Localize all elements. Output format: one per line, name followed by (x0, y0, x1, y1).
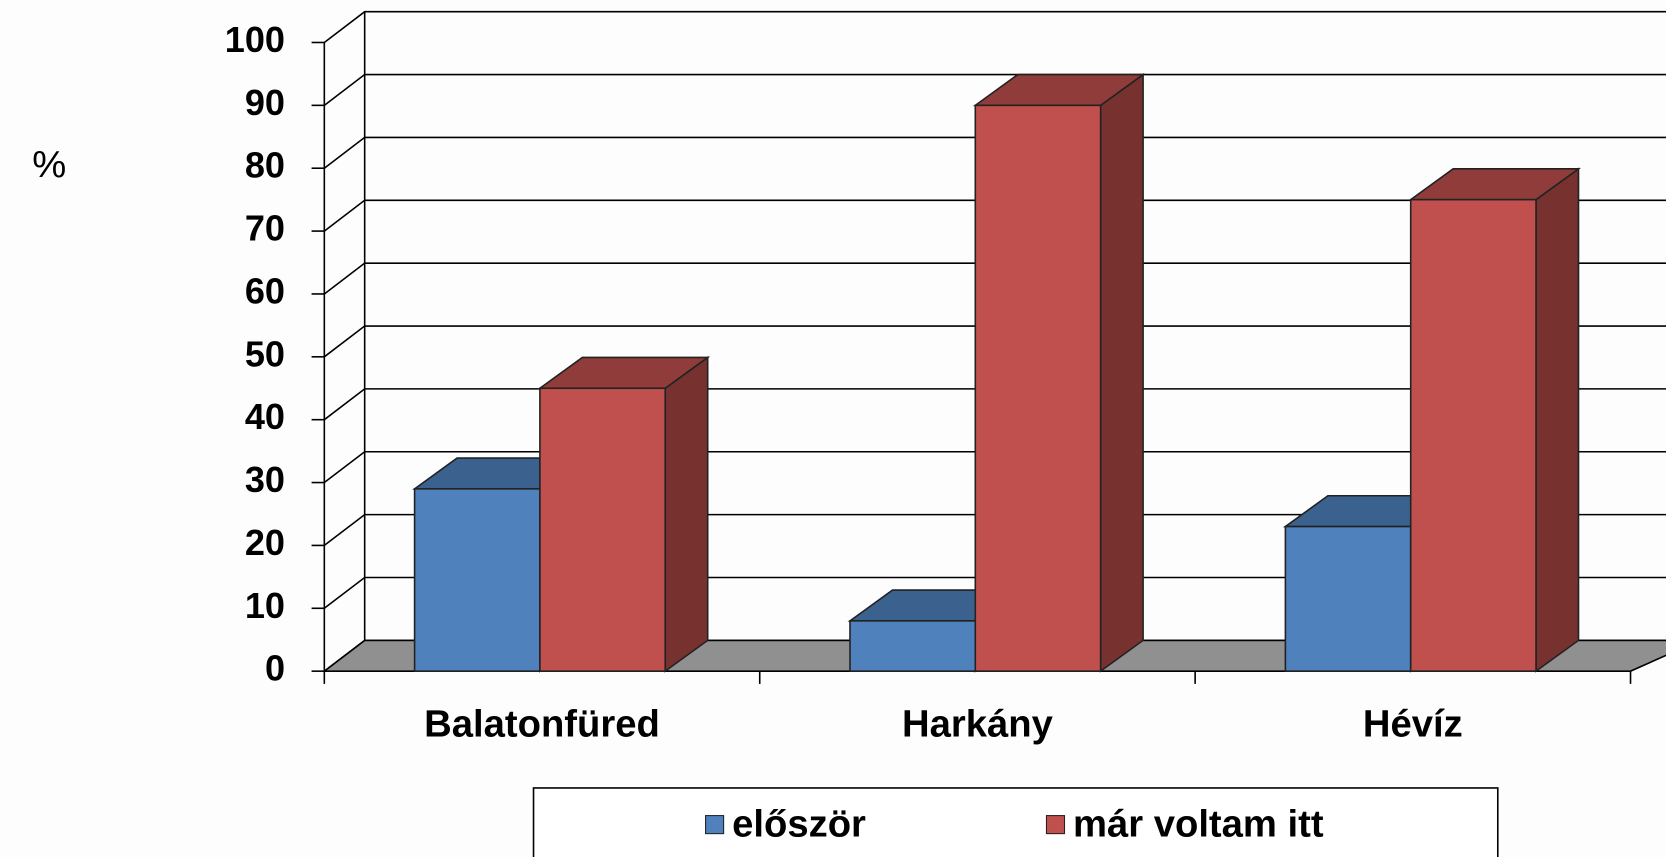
y-tick-label: 10 (245, 585, 285, 626)
grid-line (323, 576, 1666, 609)
y-tick-label: 60 (245, 270, 285, 311)
grid-line (323, 513, 1666, 547)
grid-line (323, 639, 1666, 672)
y-tick-label: 40 (245, 396, 285, 437)
y-axis-label: % (32, 143, 66, 186)
y-tick-label: 100 (225, 19, 285, 60)
legend-swatch (1045, 815, 1066, 835)
bar-side (664, 355, 709, 673)
bar (539, 387, 667, 672)
grid-line (323, 10, 1666, 44)
legend-label: már voltam itt (1073, 802, 1324, 845)
bar (1409, 198, 1537, 672)
bar (849, 620, 977, 672)
grid-line (323, 388, 1666, 421)
legend-label: először (732, 802, 866, 845)
y-tick-label: 0 (265, 648, 285, 689)
bar (974, 104, 1102, 672)
grid-line (323, 136, 1666, 169)
x-tick-label: Balatonfüred (424, 702, 660, 745)
y-tick-label: 20 (245, 522, 285, 563)
y-tick-label: 90 (245, 82, 285, 123)
bar-side (1535, 167, 1580, 673)
grid-line (323, 450, 1666, 484)
y-tick-label: 70 (245, 208, 285, 249)
grid-line (323, 262, 1666, 295)
legend-swatch (705, 815, 725, 835)
legend: először már voltam itt (532, 787, 1499, 857)
y-tick-label: 80 (245, 145, 285, 186)
grid-line (323, 325, 1666, 358)
x-tick-label: Harkány (902, 702, 1054, 745)
bar (413, 488, 541, 672)
bar (1284, 525, 1412, 672)
bar-side (1099, 72, 1144, 673)
grid-line (323, 199, 1666, 232)
y-tick-label: 50 (245, 333, 285, 374)
legend-box (532, 787, 1499, 857)
y-tick-label: 30 (245, 459, 285, 500)
grid-line (323, 73, 1666, 106)
x-tick-label: Hévíz (1363, 702, 1463, 745)
